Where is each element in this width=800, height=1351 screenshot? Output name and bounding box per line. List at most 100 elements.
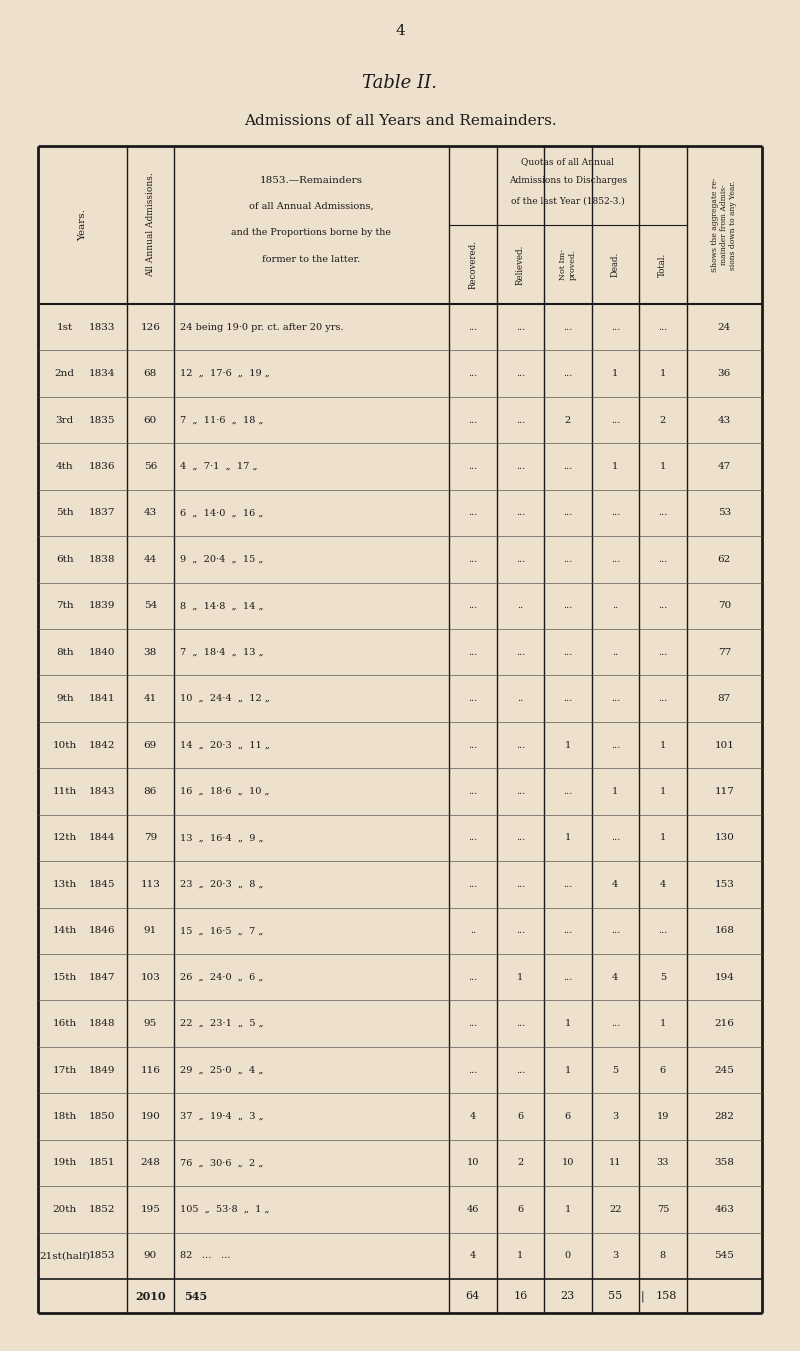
Text: ...: ... xyxy=(610,416,620,424)
Text: ...: ... xyxy=(563,601,573,611)
Text: ..: .. xyxy=(517,601,523,611)
Text: 1837: 1837 xyxy=(89,508,115,517)
Text: 1848: 1848 xyxy=(89,1019,115,1028)
Text: 116: 116 xyxy=(141,1066,160,1074)
Text: 86: 86 xyxy=(144,788,157,796)
Text: ...: ... xyxy=(468,416,478,424)
Text: ...: ... xyxy=(610,555,620,563)
Text: Admissions of all Years and Remainders.: Admissions of all Years and Remainders. xyxy=(244,113,556,128)
Text: 16th: 16th xyxy=(53,1019,77,1028)
Text: ...: ... xyxy=(563,508,573,517)
Text: of all Annual Admissions,: of all Annual Admissions, xyxy=(249,201,374,211)
Text: Shows the aggregate re-
mainder from Admis-
sions down to any Year.: Shows the aggregate re- mainder from Adm… xyxy=(711,178,738,273)
Text: 91: 91 xyxy=(144,927,157,935)
Text: ...: ... xyxy=(516,462,525,471)
Text: ...: ... xyxy=(610,740,620,750)
Text: 6th: 6th xyxy=(56,555,74,563)
Text: 1853: 1853 xyxy=(89,1251,115,1260)
Text: 1: 1 xyxy=(565,1205,571,1213)
Text: 14th: 14th xyxy=(53,927,77,935)
Text: 43: 43 xyxy=(718,416,731,424)
Text: 1853.—Remainders: 1853.—Remainders xyxy=(260,176,363,185)
Text: 79: 79 xyxy=(144,834,157,843)
Text: 6  „  14·0  „  16 „: 6 „ 14·0 „ 16 „ xyxy=(180,508,263,517)
Text: 19th: 19th xyxy=(53,1158,77,1167)
Text: ...: ... xyxy=(468,1019,478,1028)
Text: 0: 0 xyxy=(565,1251,571,1260)
Text: ...: ... xyxy=(516,834,525,843)
Text: ...: ... xyxy=(516,927,525,935)
Text: former to the latter.: former to the latter. xyxy=(262,255,361,265)
Text: ...: ... xyxy=(468,555,478,563)
Text: Table II.: Table II. xyxy=(362,74,438,92)
Text: ...: ... xyxy=(516,1066,525,1074)
Text: 19: 19 xyxy=(657,1112,669,1121)
Text: ...: ... xyxy=(563,647,573,657)
Text: 6: 6 xyxy=(518,1205,523,1213)
Text: ...: ... xyxy=(468,1066,478,1074)
Text: 11: 11 xyxy=(609,1158,622,1167)
Text: 1: 1 xyxy=(660,369,666,378)
Text: 4: 4 xyxy=(395,24,405,38)
Text: ...: ... xyxy=(658,694,667,703)
Text: 41: 41 xyxy=(144,694,157,703)
Text: ...: ... xyxy=(468,601,478,611)
Text: ...: ... xyxy=(516,369,525,378)
Text: 190: 190 xyxy=(141,1112,160,1121)
Text: ...: ... xyxy=(563,788,573,796)
Text: 1835: 1835 xyxy=(89,416,115,424)
Text: Relieved.: Relieved. xyxy=(516,245,525,285)
Text: 1: 1 xyxy=(565,1019,571,1028)
Text: 4: 4 xyxy=(612,973,618,982)
Text: ...: ... xyxy=(516,1019,525,1028)
Text: 64: 64 xyxy=(466,1292,480,1301)
Text: 130: 130 xyxy=(714,834,734,843)
Text: ...: ... xyxy=(563,369,573,378)
Text: 248: 248 xyxy=(141,1158,160,1167)
Text: 7  „  11·6  „  18 „: 7 „ 11·6 „ 18 „ xyxy=(180,416,263,424)
Text: ...: ... xyxy=(468,788,478,796)
Text: 47: 47 xyxy=(718,462,731,471)
Text: 1: 1 xyxy=(517,973,523,982)
Text: |: | xyxy=(641,1290,645,1302)
Text: 1: 1 xyxy=(660,788,666,796)
Text: 15th: 15th xyxy=(53,973,77,982)
Text: ...: ... xyxy=(563,694,573,703)
Text: 38: 38 xyxy=(144,647,157,657)
Text: Total.: Total. xyxy=(658,253,667,277)
Text: 5: 5 xyxy=(660,973,666,982)
Text: 7  „  18·4  „  13 „: 7 „ 18·4 „ 13 „ xyxy=(180,647,263,657)
Text: 1847: 1847 xyxy=(89,973,115,982)
Text: 1: 1 xyxy=(517,1251,523,1260)
Text: 26  „  24·0  „  6 „: 26 „ 24·0 „ 6 „ xyxy=(180,973,263,982)
Text: 2: 2 xyxy=(517,1158,523,1167)
Text: ...: ... xyxy=(658,601,667,611)
Text: 1838: 1838 xyxy=(89,555,115,563)
Text: 1: 1 xyxy=(612,788,618,796)
Text: 105  „  53·8  „  1 „: 105 „ 53·8 „ 1 „ xyxy=(180,1205,270,1213)
Text: 24: 24 xyxy=(718,323,731,332)
Text: 1st: 1st xyxy=(57,323,73,332)
Text: 10  „  24·4  „  12 „: 10 „ 24·4 „ 12 „ xyxy=(180,694,270,703)
Text: 7th: 7th xyxy=(56,601,74,611)
Text: 1: 1 xyxy=(565,740,571,750)
Text: 10: 10 xyxy=(466,1158,479,1167)
Text: 282: 282 xyxy=(714,1112,734,1121)
Text: 23: 23 xyxy=(561,1292,575,1301)
Text: 126: 126 xyxy=(141,323,160,332)
Text: ...: ... xyxy=(468,973,478,982)
Text: 2nd: 2nd xyxy=(54,369,74,378)
Text: 1833: 1833 xyxy=(89,323,115,332)
Text: 4: 4 xyxy=(470,1112,476,1121)
Text: 1: 1 xyxy=(565,834,571,843)
Text: 29  „  25·0  „  4 „: 29 „ 25·0 „ 4 „ xyxy=(180,1066,263,1074)
Text: 3: 3 xyxy=(612,1112,618,1121)
Text: 216: 216 xyxy=(714,1019,734,1028)
Text: 68: 68 xyxy=(144,369,157,378)
Text: 33: 33 xyxy=(657,1158,669,1167)
Text: ...: ... xyxy=(563,973,573,982)
Text: ..: .. xyxy=(517,694,523,703)
Text: 1: 1 xyxy=(612,369,618,378)
Text: ...: ... xyxy=(468,834,478,843)
Text: ..: .. xyxy=(612,647,618,657)
